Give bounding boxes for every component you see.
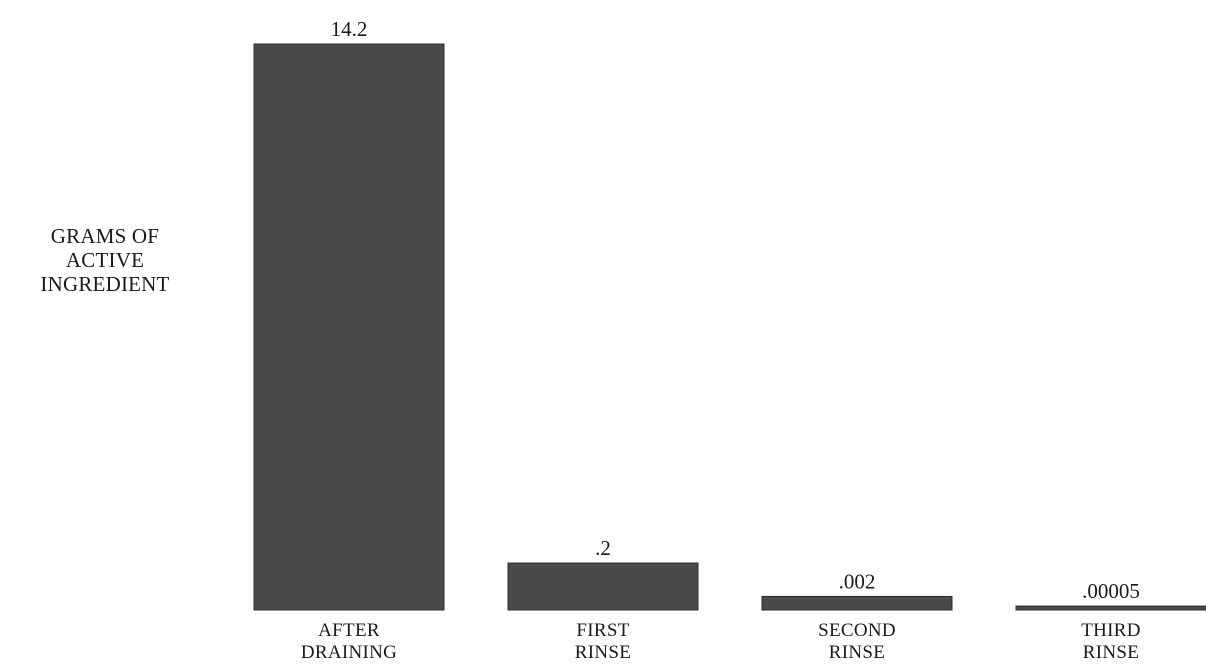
- value-label-4: .00005: [1082, 579, 1140, 603]
- bar-3: [761, 595, 953, 611]
- y-axis-label-line-1: GRAMS OF: [50, 224, 160, 248]
- category-label-4-line-2: RINSE: [1083, 642, 1139, 663]
- category-label-3-line-1: SECOND: [818, 620, 896, 641]
- category-label-4-line-1: THIRD: [1081, 620, 1141, 641]
- value-labels-group: 14.2 .2 .002 .00005: [331, 17, 1140, 603]
- value-label-3: .002: [839, 569, 876, 593]
- bar-1: [253, 43, 445, 611]
- category-label-1-line-2: DRAINING: [301, 642, 397, 663]
- y-axis-label-line-2: ACTIVE: [65, 248, 145, 272]
- value-label-1: 14.2: [331, 17, 368, 41]
- bar-2: [507, 562, 699, 611]
- category-labels-group: AFTERDRAININGFIRSTRINSESECONDRINSETHIRDR…: [301, 620, 1141, 663]
- bar-4: [1015, 605, 1206, 611]
- category-label-2-line-1: FIRST: [576, 620, 629, 641]
- category-label-2-line-2: RINSE: [575, 642, 631, 663]
- value-label-2: .2: [595, 536, 611, 560]
- y-axis-label: GRAMS OF ACTIVE INGREDIENT: [20, 224, 190, 296]
- y-axis-label-line-3: INGREDIENT: [40, 272, 170, 296]
- category-label-1-line-1: AFTER: [318, 620, 380, 641]
- bars-group: [253, 43, 1206, 611]
- category-label-3-line-2: RINSE: [829, 642, 885, 663]
